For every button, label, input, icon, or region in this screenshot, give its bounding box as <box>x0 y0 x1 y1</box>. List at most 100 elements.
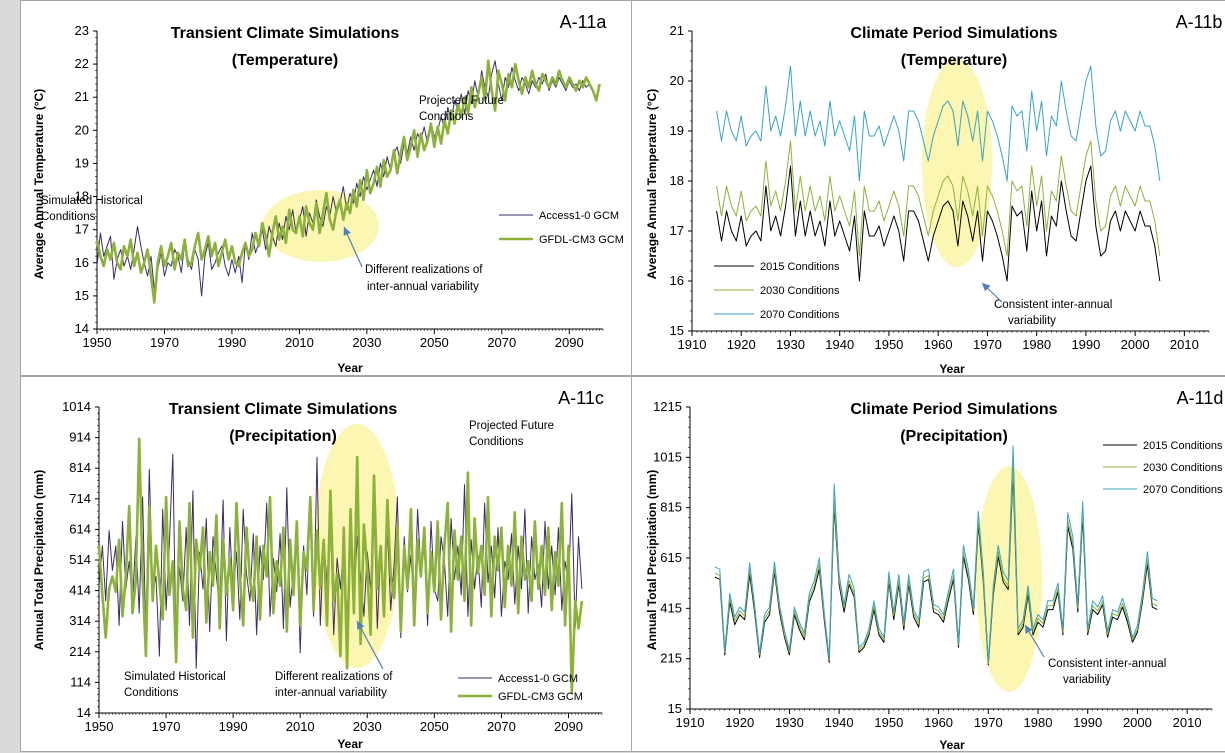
legend-label-0: Access1-0 GCM <box>539 210 619 222</box>
annotation-text: Projected Future <box>419 95 504 107</box>
x-tick-label: 1930 <box>775 715 804 730</box>
series-line-0 <box>96 60 601 297</box>
y-tick-label: 17 <box>75 222 89 237</box>
chart-title: Climate Period Simulations <box>850 25 1057 42</box>
y-tick-label: 21 <box>75 89 89 104</box>
y-tick-label: 19 <box>670 123 684 138</box>
annotation-text: Different realizations of <box>365 264 483 276</box>
y-tick-label: 914 <box>69 430 91 445</box>
y-tick-label: 415 <box>660 600 682 615</box>
series-line-2 <box>714 445 1158 662</box>
x-tick-label: 2090 <box>555 335 584 350</box>
annotation-text: Simulated Historical <box>124 671 226 683</box>
annotation-text: Conditions <box>124 687 179 699</box>
x-tick-label: 1980 <box>1024 715 1053 730</box>
y-axis-label: Average Annual Temperature (°C) <box>32 89 46 279</box>
series-line-1 <box>97 437 584 695</box>
x-tick-label: 1990 <box>217 335 246 350</box>
x-tick-label: 2050 <box>420 335 449 350</box>
legend-label-0: Access1-0 GCM <box>498 673 578 685</box>
y-tick-label: 1015 <box>653 449 682 464</box>
y-tick-label: 21 <box>670 23 684 38</box>
series-line-0 <box>716 165 1161 282</box>
annotation-arrow <box>356 620 384 670</box>
annotation-text: Conditions <box>469 436 524 448</box>
x-tick-label: 1980 <box>1022 337 1051 352</box>
x-tick-label: 2030 <box>352 335 381 350</box>
y-tick-label: 15 <box>670 323 684 338</box>
x-tick-label: 2010 <box>1173 715 1202 730</box>
y-tick-label: 16 <box>75 255 89 270</box>
chart-svg-A-11c: 14 114 214 314 414 514 614 714 814 914 1014 1950 197… <box>32 388 604 751</box>
annotation-text: inter-annual variability <box>275 687 387 699</box>
panel-a11a: 14 15 16 17 18 19 20 21 22 23 1950 1970 1990 2010 2030… <box>20 0 632 376</box>
y-tick-label: 22 <box>75 56 89 71</box>
legend-label-2: 2070 Conditions <box>1143 484 1223 496</box>
x-tick-label: 1910 <box>676 715 705 730</box>
panel-tag: A-11d <box>1177 388 1224 408</box>
series-line-1 <box>716 140 1161 257</box>
y-tick-label: 114 <box>70 674 91 689</box>
y-tick-label: 15 <box>75 288 89 303</box>
legend-label-1: GFDL-CM3 GCM <box>539 234 624 246</box>
annotation-text: variability <box>1063 674 1111 686</box>
annotation-text: variability <box>1008 315 1056 327</box>
series-line-0 <box>714 473 1158 666</box>
annotation-arrowhead <box>357 621 365 630</box>
x-tick-label: 2000 <box>1121 337 1150 352</box>
y-tick-label: 19 <box>75 155 89 170</box>
y-tick-label: 23 <box>75 23 89 38</box>
chart-svg-A-11a: 14 15 16 17 18 19 20 21 22 23 1950 1970 1990 2010 2030… <box>32 12 624 375</box>
chart-title: Transient Climate Simulations <box>169 401 398 418</box>
y-tick-label: 20 <box>75 122 89 137</box>
x-tick-label: 2050 <box>420 719 449 734</box>
chart-subtitle: (Temperature) <box>232 52 338 69</box>
annotation-text: Consistent inter-annual <box>1048 658 1166 670</box>
legend-label-1: 2030 Conditions <box>1143 462 1223 474</box>
panel-a11c: 14 114 214 314 414 514 614 714 814 914 1014 1950 197… <box>20 376 632 752</box>
y-tick-label: 314 <box>69 613 91 628</box>
x-tick-label: 1990 <box>1071 337 1100 352</box>
legend-label-0: 2015 Conditions <box>1143 440 1223 452</box>
y-tick-label: 18 <box>670 173 684 188</box>
x-axis-label: Year <box>337 361 363 375</box>
y-tick-label: 615 <box>660 550 682 565</box>
panel-tag: A-11c <box>558 388 604 408</box>
x-axis-label: Year <box>939 362 965 376</box>
x-tick-label: 2070 <box>487 335 516 350</box>
x-tick-label: 2000 <box>1123 715 1152 730</box>
annotation-text: Projected Future <box>469 420 554 432</box>
x-tick-label: 1950 <box>85 719 114 734</box>
x-tick-label: 1940 <box>825 715 854 730</box>
y-tick-label: 16 <box>670 273 684 288</box>
legend-label-0: 2015 Conditions <box>760 261 840 273</box>
panel-a11b: 15 16 17 18 19 20 21 1910 1920 1930 1940 1950 1960 19… <box>631 0 1225 376</box>
chart-title: Transient Climate Simulations <box>171 25 400 42</box>
x-tick-label: 1960 <box>924 715 953 730</box>
annotation-text: Conditions <box>41 211 96 223</box>
y-tick-label: 214 <box>69 644 91 659</box>
legend-label-2: 2070 Conditions <box>760 309 840 321</box>
y-tick-label: 18 <box>75 189 89 204</box>
annotation-text: Conditions <box>419 111 474 123</box>
x-tick-label: 1920 <box>725 715 754 730</box>
y-tick-label: 414 <box>69 583 91 598</box>
annotation-text: inter-annual variability <box>367 281 479 293</box>
annotation-text: Simulated Historical <box>41 195 143 207</box>
y-tick-label: 614 <box>69 521 91 536</box>
x-tick-label: 2010 <box>285 335 314 350</box>
y-axis-label: Average Annual Temperature (°C) <box>645 89 659 279</box>
highlight-ellipse <box>922 59 992 267</box>
annotation-arrowhead <box>1025 625 1033 634</box>
x-tick-label: 1940 <box>825 337 854 352</box>
x-tick-label: 2070 <box>487 719 516 734</box>
x-tick-label: 2010 <box>286 719 315 734</box>
x-tick-label: 1990 <box>219 719 248 734</box>
panel-a11d: 15 215 415 615 815 1015 1215 1910 1920 1930 1940 19… <box>631 376 1225 752</box>
y-tick-label: 1215 <box>653 399 682 414</box>
legend-label-1: 2030 Conditions <box>760 285 840 297</box>
x-tick-label: 1970 <box>973 337 1002 352</box>
x-tick-label: 2090 <box>554 719 583 734</box>
x-tick-label: 1910 <box>678 337 707 352</box>
